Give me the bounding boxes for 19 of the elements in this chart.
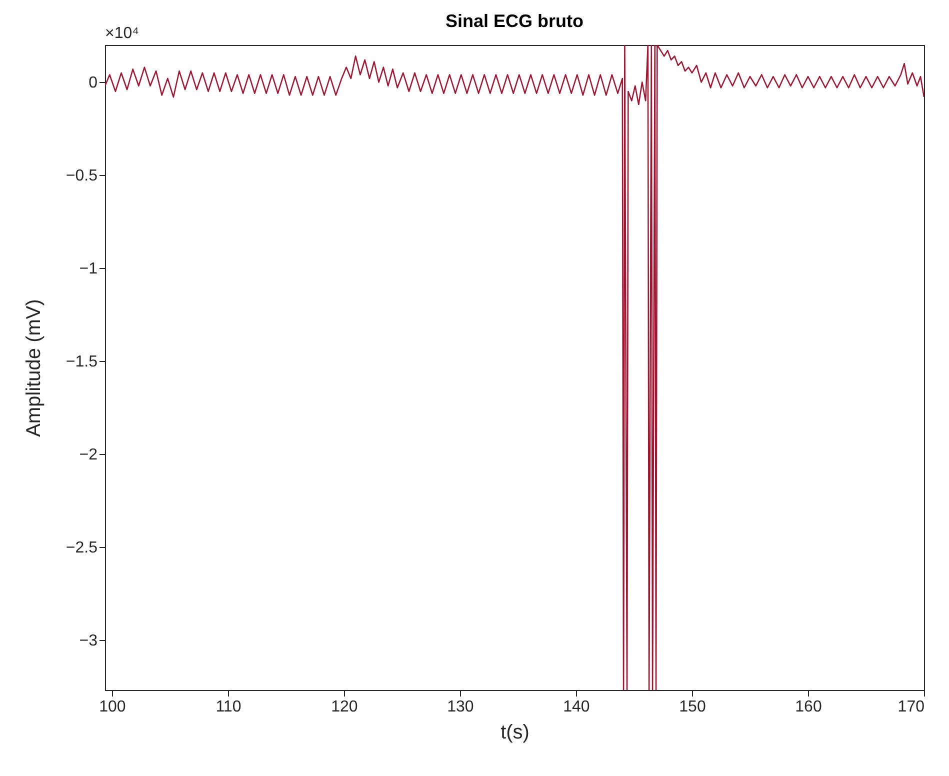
x-tick-label: 100 — [99, 698, 126, 716]
y-tick-label: −1 — [79, 260, 98, 278]
x-axis-title: t(s) — [500, 722, 530, 744]
y-tick-label: −0.5 — [66, 168, 98, 185]
x-tick-label: 120 — [331, 698, 358, 716]
x-tick-label: 110 — [216, 698, 242, 716]
x-tick-label: 170 — [898, 698, 925, 716]
y-tick-label: −2 — [79, 446, 98, 464]
x-tick-label: 150 — [679, 698, 706, 716]
y-axis-title: Amplitude (mV) — [22, 299, 45, 437]
x-tick-label: 130 — [447, 698, 474, 716]
x-tick-label: 140 — [563, 698, 590, 716]
y-tick-label: 0 — [88, 74, 98, 92]
x-tick-label: 160 — [795, 698, 822, 716]
text: ×10⁴ — [105, 25, 140, 42]
y-tick-label: −3 — [79, 632, 98, 650]
y-tick-label: −1.5 — [66, 353, 98, 370]
chart-title: Sinal ECG bruto — [445, 11, 584, 31]
y-tick-label: −2.5 — [66, 539, 98, 556]
